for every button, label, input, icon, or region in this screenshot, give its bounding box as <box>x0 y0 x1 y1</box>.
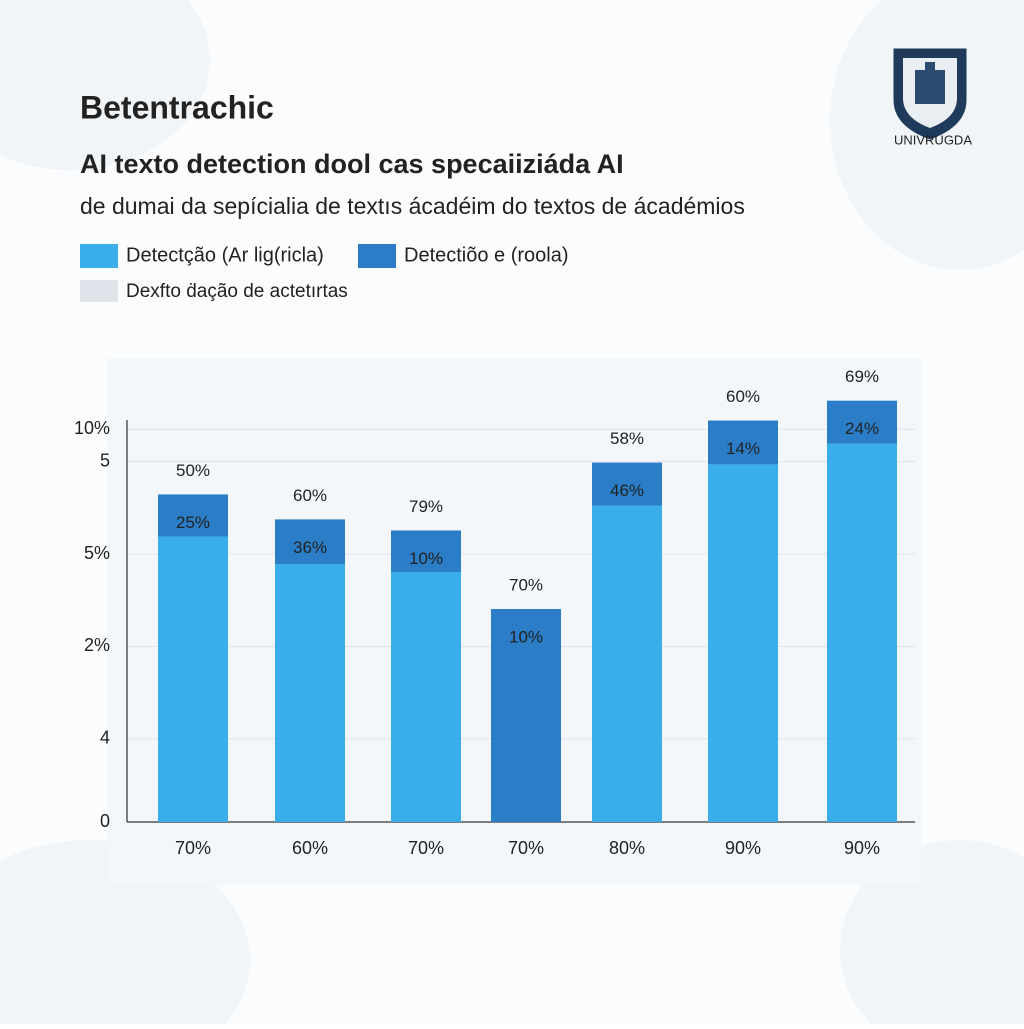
bar-segment <box>158 536 228 822</box>
y-tick-label: 10% <box>74 418 110 438</box>
top-label: 60% <box>293 486 327 505</box>
x-tick-label: 90% <box>725 838 761 858</box>
bar-segment <box>592 462 662 506</box>
x-tick-label: 70% <box>408 838 444 858</box>
bg-blob <box>0 840 250 1029</box>
legend-label: Dexfto ḋação de actetırtas <box>126 281 348 302</box>
bg-blob <box>0 0 210 170</box>
inner-label: 24% <box>845 419 879 438</box>
top-label: 50% <box>176 461 210 480</box>
logo: UNIVRUGDA <box>893 48 972 147</box>
y-tick-label: 5% <box>84 543 110 563</box>
legend-swatch <box>80 280 118 302</box>
bar-segment <box>708 464 778 822</box>
header: Betentrachic <box>80 89 274 125</box>
bar-segment <box>827 400 897 444</box>
bar-segment <box>391 530 461 573</box>
bar-segment <box>158 494 228 537</box>
logo-text: UNIVRUGDA <box>894 132 972 147</box>
top-label: 69% <box>845 367 879 386</box>
inner-label: 10% <box>509 628 543 647</box>
inner-label: 25% <box>176 513 210 532</box>
bar-segment <box>827 443 897 822</box>
inner-label: 14% <box>726 439 760 458</box>
x-tick-label: 70% <box>508 838 544 858</box>
chart-subtitle: de dumai da sepícialia de textıs ácadéim… <box>80 193 745 219</box>
inner-label: 46% <box>610 481 644 500</box>
x-tick-label: 90% <box>844 838 880 858</box>
bg-blob <box>840 840 1024 1029</box>
top-label: 60% <box>726 387 760 406</box>
top-label: 70% <box>509 576 543 595</box>
top-label: 58% <box>610 429 644 448</box>
x-tick-label: 80% <box>609 838 645 858</box>
legend-swatch <box>80 244 118 268</box>
bar-segment <box>391 572 461 822</box>
legend: Detectção (Ar lig(ricla) Detectiõo e (roo… <box>80 244 569 302</box>
inner-label: 10% <box>409 549 443 568</box>
bar-segment <box>275 519 345 565</box>
legend-label: Detectiõo e (roola) <box>404 244 569 266</box>
inner-label: 36% <box>293 538 327 557</box>
chart-title: AI texto detection dool cas specaiiziáda… <box>80 149 624 179</box>
y-tick-label: 0 <box>100 811 110 831</box>
legend-swatch <box>358 244 396 268</box>
bar-segment <box>592 505 662 822</box>
x-tick-label: 60% <box>292 838 328 858</box>
x-tick-label: 70% <box>175 838 211 858</box>
plot: 0 4 2% 5% 5 10% 25% 50% 70% 36% 60% 60% 10% 79% 70% 10%… <box>74 367 915 858</box>
y-tick-label: 4 <box>100 728 110 748</box>
bar-segment <box>491 609 561 822</box>
y-tick-label: 2% <box>84 635 110 655</box>
bar-segment <box>275 564 345 822</box>
y-tick-label: 5 <box>100 450 110 470</box>
legend-label: Detectção (Ar lig(ricla) <box>126 244 324 266</box>
top-label: 79% <box>409 497 443 516</box>
bar-segment <box>708 420 778 465</box>
